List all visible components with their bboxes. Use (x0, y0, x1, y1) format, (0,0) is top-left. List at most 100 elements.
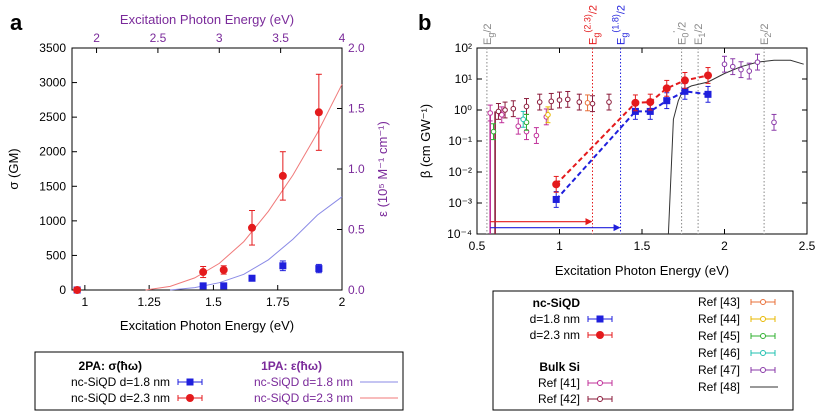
b-vline-label: Eg/2 (482, 23, 496, 45)
a-x-tick-label: 1 (82, 295, 89, 309)
a-y-tick-label: 0 (59, 283, 66, 297)
panel-a-top-ticks: 2 2.5 3 3.5 4 (93, 31, 346, 53)
b-y-tick-label: 10⁻³ (448, 196, 472, 210)
b-point-open (754, 59, 761, 65)
b-x-tick-label: 1.5 (634, 239, 651, 253)
legend-b-ref-label: Ref [45] (698, 329, 740, 343)
b-point-open (564, 96, 571, 103)
panel-b-legend: nc-SiQD d=1.8 nm d=2.3 nm Bulk Si Ref [4… (492, 290, 794, 411)
legend-b-key-ref-marker (760, 333, 766, 339)
b-vline-label: E2/2 (759, 23, 773, 45)
a-point-2p3nm (314, 108, 323, 117)
b-vline-label: E1/2 (693, 23, 707, 45)
b-point-open (589, 100, 596, 107)
b-point-circle (631, 98, 640, 107)
b-vline-label: E0'/2 (672, 22, 691, 45)
a-x-tick-label: 1.25 (137, 295, 161, 309)
a-y-tick-label: 1000 (39, 214, 66, 228)
a-y-tick-label: 2000 (39, 145, 66, 159)
b-dashed-fit (555, 90, 709, 201)
legend-a-row2-2pa: nc-SiQD d=2.3 nm (71, 391, 170, 405)
b-point-open (523, 103, 530, 110)
panel-a-marks (73, 73, 323, 294)
panel-a-y-ticks: 0 500 1000 1500 2000 2500 3000 3500 (39, 41, 77, 297)
b-y-tick-label: 10⁻⁴ (447, 227, 472, 241)
a-point-1p8nm (199, 282, 207, 290)
a-y-tick-label: 1500 (39, 179, 66, 193)
b-point-open (510, 105, 517, 112)
b-curve (667, 59, 804, 235)
b-point-open (533, 132, 540, 139)
a-y-tick-label: 3500 (39, 41, 66, 55)
b-point-open (556, 97, 563, 103)
panel-a-x-ticks: 1 1.25 1.5 1.75 2 (82, 285, 346, 309)
a-right-tick-label: 0.0 (348, 283, 365, 297)
b-y-tick-label: 10⁻¹ (448, 134, 472, 148)
panel-a-curves (145, 84, 343, 291)
a-right-tick-label: 1.5 (348, 102, 365, 116)
panel-a-right-ylabel: ε (10⁵ M⁻¹ cm⁻¹) (375, 121, 390, 217)
panel-b-frame (476, 47, 808, 235)
legend-a-key-2p3nm-marker (186, 394, 194, 402)
b-point-circle (662, 84, 671, 93)
legend-b-key-1p8nm-marker (596, 315, 604, 323)
a-curve-1p8nm (170, 196, 343, 291)
b-point-open (576, 99, 583, 105)
legend-a-keys (177, 378, 398, 402)
b-x-tick-label: 1 (556, 239, 563, 253)
b-point-circle (680, 76, 689, 85)
panel-b-curves (489, 59, 804, 235)
legend-b-ref-label: Ref [43] (698, 295, 740, 309)
legend-b-ref-label: Ref [44] (698, 312, 740, 326)
a-point-1p8nm (248, 274, 256, 282)
a-y-tick-label: 3000 (39, 76, 66, 90)
a-top-tick-label: 3 (216, 31, 223, 45)
panel-b-arrows (490, 218, 621, 232)
panel-a-letter: a (10, 10, 23, 35)
a-top-tick-label: 3.5 (272, 31, 289, 45)
a-point-2p3nm (199, 268, 208, 277)
a-x-tick-label: 2 (339, 295, 346, 309)
b-point-open (536, 99, 543, 105)
a-y-tick-label: 2500 (39, 110, 66, 124)
legend-b-ref-label: Ref [48] (698, 380, 740, 394)
b-point-open (545, 112, 551, 118)
b-point-square (552, 195, 560, 203)
legend-b-key-ref42-marker (597, 396, 603, 402)
a-top-tick-label: 2 (93, 31, 100, 45)
panel-a-legend: 2PA: σ(ħω) 1PA: ε(ħω) nc-SiQD d=1.8 nm n… (34, 351, 404, 411)
legend-b-box (492, 290, 794, 411)
legend-b-ref-label: Ref [46] (698, 346, 740, 360)
legend-b-nc-header: nc-SiQD (533, 296, 581, 310)
a-point-2p3nm (219, 265, 228, 274)
b-arrow-head (613, 224, 621, 232)
panel-b-marks (487, 53, 777, 208)
legend-b-keys (587, 299, 778, 402)
a-point-1p8nm (315, 265, 323, 273)
b-vline-label: Eg(1.8)/2 (611, 5, 630, 45)
b-point-circle (704, 71, 712, 80)
b-point-square (646, 107, 654, 115)
b-point-open (584, 100, 591, 106)
legend-b-bulk2: Ref [42] (538, 392, 580, 406)
legend-b-key-ref-marker (760, 316, 766, 322)
panel-a-frame (71, 47, 343, 291)
panel-b: b 0.5 1 1.5 2 2.5 10⁻⁴10⁻³10⁻²10⁻¹10⁰10¹10² … (418, 5, 816, 278)
legend-a-key-1p8nm-marker (186, 378, 194, 386)
legend-b-bulk-header: Bulk Si (539, 360, 580, 374)
b-y-tick-label: 10⁰ (454, 103, 472, 117)
b-point-open (520, 116, 527, 123)
legend-a-row1-1pa: nc-SiQD d=1.8 nm (254, 375, 353, 389)
b-point-open (606, 99, 612, 105)
b-point-open (548, 98, 555, 105)
panel-b-xlabel: Excitation Photon Energy (eV) (555, 263, 729, 278)
legend-b-nc2: d=2.3 nm (530, 328, 580, 342)
b-point-square (704, 90, 712, 98)
b-y-tick-label: 10¹ (455, 72, 472, 86)
panel-a-xlabel: Excitation Photon Energy (eV) (120, 318, 294, 333)
b-point-open (487, 110, 494, 116)
b-point-open (502, 107, 508, 113)
b-point-square (681, 87, 689, 95)
legend-a-box (34, 351, 404, 411)
